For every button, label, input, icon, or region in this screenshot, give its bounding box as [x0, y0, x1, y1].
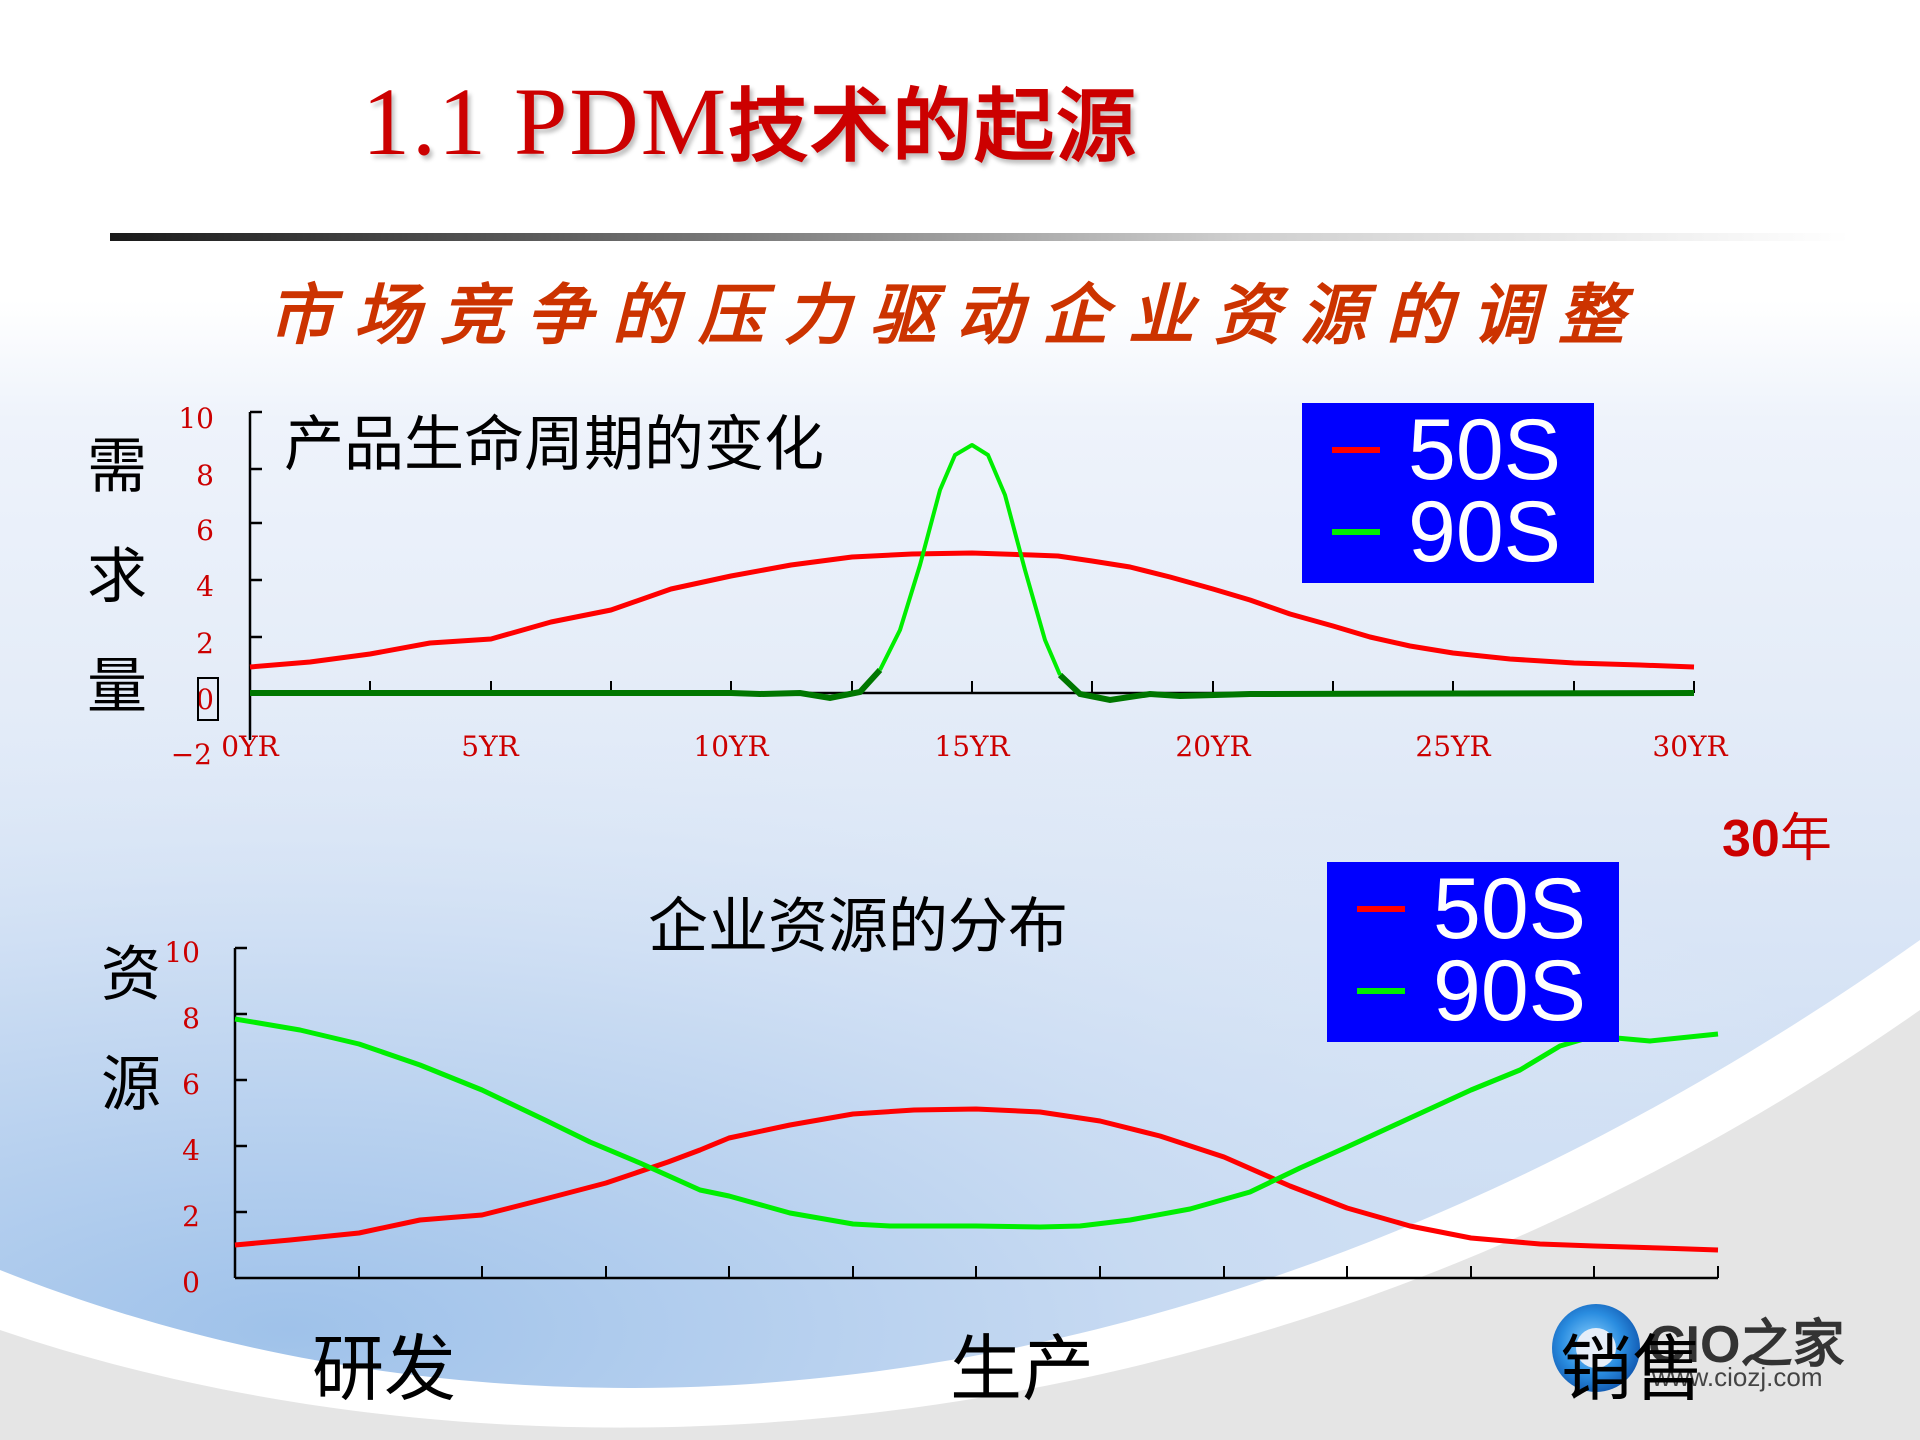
title-divider	[110, 233, 1850, 241]
bottom-y-tick-labels: 10 8 6 4 2 0	[164, 936, 200, 1299]
watermark-brand: CIO之家	[1648, 1316, 1845, 1374]
legend-swatch-red	[1357, 906, 1405, 912]
series-90s-baseline-right	[1057, 672, 1695, 704]
ylabel-char: 求	[87, 542, 147, 612]
bottom-chart-title: 企业资源的分布	[648, 892, 1068, 962]
slide-subtitle: 市场竞争的压力驱动企业资源的调整	[268, 277, 1644, 354]
series-50s-line-bottom	[234, 1106, 1719, 1253]
svg-text:10: 10	[178, 402, 214, 435]
svg-text:4: 4	[196, 570, 214, 603]
bottom-chart-legend: 50S 90S	[1327, 862, 1619, 1042]
svg-text:2: 2	[182, 1200, 200, 1233]
svg-text:10YR: 10YR	[693, 730, 769, 763]
svg-text:20YR: 20YR	[1175, 730, 1251, 763]
svg-text:25YR: 25YR	[1415, 730, 1491, 763]
watermark-logo: CIO之家 www.ciozj.com	[1548, 1300, 1888, 1400]
top-x-tick-labels: 0YR 5YR 10YR 15YR 20YR 25YR 30YR	[221, 730, 1728, 763]
legend-label: 90S	[1433, 943, 1587, 1039]
title-chinese: 技术的起源	[728, 80, 1139, 173]
category-production: 生产	[950, 1327, 1095, 1411]
series-90s-line	[878, 443, 1062, 676]
svg-text:8: 8	[196, 459, 214, 492]
bottom-y-ticks	[235, 946, 247, 1214]
series-90s-line-bottom	[234, 1016, 1719, 1230]
top-x-ticks	[369, 681, 1695, 693]
svg-text:0YR: 0YR	[221, 730, 279, 763]
note-number: 30	[1722, 810, 1780, 868]
series-90s-baseline	[250, 667, 883, 702]
ylabel-char: 资	[101, 940, 161, 1010]
legend-item-90s: 90S	[1357, 943, 1593, 1039]
svg-text:8: 8	[182, 1002, 200, 1035]
svg-text:5YR: 5YR	[461, 730, 519, 763]
top-y-ticks	[250, 410, 262, 639]
ciozj-logo-icon	[1552, 1304, 1640, 1392]
svg-text:2: 2	[196, 627, 214, 660]
top-chart-title: 产品生命周期的变化	[284, 410, 824, 480]
ylabel-char: 需	[87, 432, 147, 502]
legend-item-50s: 50S	[1357, 861, 1593, 957]
svg-text:6: 6	[182, 1068, 200, 1101]
category-sales: 销售	[1560, 1327, 1705, 1411]
thirty-years-note: 30年	[1722, 796, 1832, 871]
svg-text:−2: −2	[171, 738, 212, 771]
svg-text:15YR: 15YR	[934, 730, 1010, 763]
note-unit: 年	[1779, 810, 1832, 868]
watermark-url: www.ciozj.com	[1652, 1362, 1823, 1392]
legend-label: 50S	[1408, 402, 1562, 498]
top-y-tick-labels: 10 8 6 4 2 0 −2	[171, 402, 214, 771]
legend-swatch-green	[1357, 988, 1405, 994]
svg-text:10: 10	[164, 936, 200, 969]
ylabel-char: 源	[101, 1050, 161, 1120]
svg-text:6: 6	[196, 514, 214, 547]
bottom-chart-ylabel: 资 源	[96, 920, 166, 1140]
top-chart-legend: 50S 90S	[1302, 403, 1594, 583]
category-rd: 研发	[312, 1327, 457, 1411]
ylabel-char: 量	[87, 652, 147, 722]
svg-text:0: 0	[196, 683, 214, 716]
svg-text:0: 0	[182, 1266, 200, 1299]
top-chart-ylabel: 需 求 量	[82, 412, 152, 742]
bottom-x-ticks	[358, 1266, 1719, 1278]
legend-label: 50S	[1433, 861, 1587, 957]
legend-item-90s: 90S	[1332, 484, 1568, 580]
legend-swatch-red	[1332, 447, 1380, 453]
svg-text:30YR: 30YR	[1652, 730, 1728, 763]
slide-title: 1.1 PDM技术的起源	[362, 62, 1138, 178]
legend-item-50s: 50S	[1332, 402, 1568, 498]
legend-swatch-green	[1332, 529, 1380, 535]
title-number: 1.1 PDM	[362, 68, 729, 175]
svg-text:4: 4	[182, 1134, 200, 1167]
zero-label-box	[197, 677, 219, 721]
legend-label: 90S	[1408, 484, 1562, 580]
